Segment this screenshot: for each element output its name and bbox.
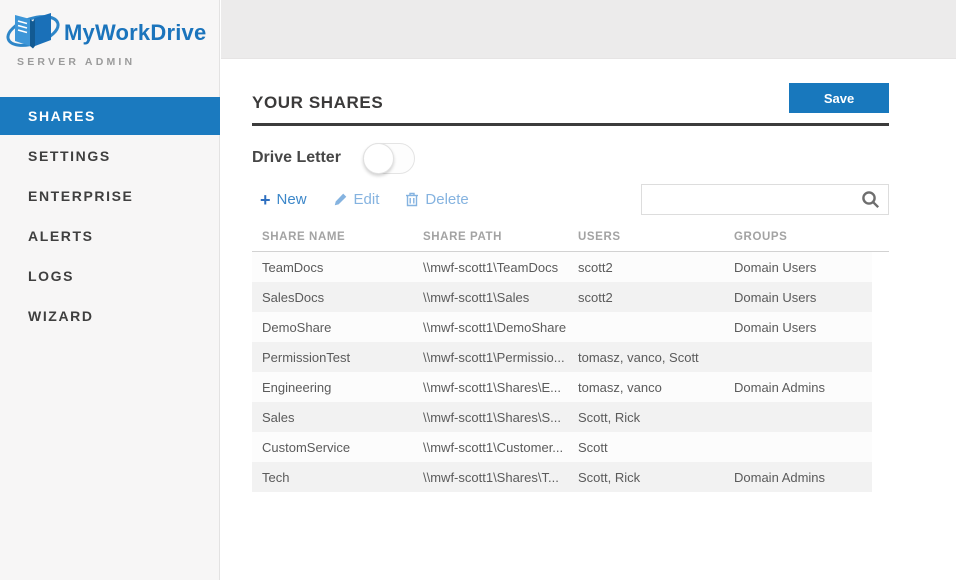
cell-share-path: \\mwf-scott1\DemoShare — [423, 319, 567, 335]
cell-groups: Domain Users — [734, 259, 817, 275]
cell-share-name: Sales — [262, 409, 295, 425]
cell-share-name: Engineering — [262, 379, 332, 395]
sidebar-item-alerts[interactable]: ALERTS — [28, 228, 94, 244]
table-row[interactable]: Sales \\mwf-scott1\Shares\S... Scott, Ri… — [252, 402, 872, 432]
cell-share-name: TeamDocs — [262, 259, 324, 275]
table-row[interactable]: Engineering \\mwf-scott1\Shares\E... tom… — [252, 372, 872, 402]
sidebar-item-shares[interactable]: SHARES — [0, 97, 220, 135]
cell-users: Scott, Rick — [578, 409, 641, 425]
shares-table: SHARE NAME SHARE PATH USERS GROUPS TeamD… — [252, 223, 889, 492]
edit-button[interactable]: Edit — [333, 191, 380, 208]
cell-share-path: \\mwf-scott1\Shares\E... — [423, 379, 561, 395]
page-title: YOUR SHARES — [252, 93, 384, 112]
cell-users: scott2 — [578, 259, 613, 275]
cell-groups: Domain Users — [734, 319, 817, 335]
cell-share-path: \\mwf-scott1\Shares\S... — [423, 409, 561, 425]
column-header-share-name: SHARE NAME — [262, 231, 346, 243]
cell-users: tomasz, vanco — [578, 379, 662, 395]
search-input[interactable] — [641, 184, 889, 215]
cell-users: tomasz, vanco, Scott — [578, 349, 699, 365]
cell-users: Scott — [578, 439, 608, 455]
sidebar: MyWorkDrive SERVER ADMIN SHARES SETTINGS… — [0, 0, 220, 580]
top-bar — [221, 0, 956, 59]
table-toolbar: + New Edit — [252, 184, 889, 215]
sidebar-item-wizard[interactable]: WIZARD — [28, 308, 94, 324]
cell-share-name: CustomService — [262, 439, 351, 455]
save-button[interactable]: Save — [789, 83, 889, 113]
cell-groups: Domain Admins — [734, 469, 826, 485]
drive-letter-toggle[interactable] — [362, 142, 415, 174]
main-content: YOUR SHARES Save Drive Letter + New Edit — [221, 59, 956, 580]
sidebar-item-settings[interactable]: SETTINGS — [28, 148, 111, 164]
cell-share-name: PermissionTest — [262, 349, 351, 365]
delete-button[interactable]: Delete — [405, 191, 469, 208]
page-header: YOUR SHARES Save — [252, 59, 889, 126]
cell-users: scott2 — [578, 289, 613, 305]
table-row[interactable]: CustomService \\mwf-scott1\Customer... S… — [252, 432, 872, 462]
cell-share-path: \\mwf-scott1\Permissio... — [423, 349, 565, 365]
cell-users: Scott, Rick — [578, 469, 641, 485]
new-button-label: New — [276, 191, 307, 208]
brand-name: MyWorkDrive — [64, 20, 207, 45]
toolbar-links: + New Edit — [252, 189, 495, 210]
table-body: TeamDocs \\mwf-scott1\TeamDocs scott2 Do… — [252, 252, 889, 492]
drive-letter-label: Drive Letter — [252, 149, 341, 166]
search-icon[interactable] — [860, 189, 881, 210]
sidebar-nav: SHARES SETTINGS ENTERPRISE ALERTS LOGS W… — [0, 97, 220, 337]
sidebar-item-enterprise[interactable]: ENTERPRISE — [28, 188, 134, 204]
cell-groups: Domain Admins — [734, 379, 826, 395]
pencil-icon — [333, 192, 348, 207]
book-swoosh-icon — [6, 13, 60, 49]
table-row[interactable]: SalesDocs \\mwf-scott1\Sales scott2 Doma… — [252, 282, 872, 312]
cell-share-name: SalesDocs — [262, 289, 325, 305]
sidebar-item-logs[interactable]: LOGS — [28, 268, 75, 284]
table-row[interactable]: PermissionTest \\mwf-scott1\Permissio...… — [252, 342, 872, 372]
cell-share-name: DemoShare — [262, 319, 332, 335]
search-box — [641, 184, 889, 215]
cell-groups: Domain Users — [734, 289, 817, 305]
brand-subtitle: SERVER ADMIN — [17, 56, 136, 68]
delete-button-label: Delete — [425, 191, 469, 208]
cell-share-path: \\mwf-scott1\Customer... — [423, 439, 564, 455]
table-row[interactable]: DemoShare \\mwf-scott1\DemoShare Domain … — [252, 312, 872, 342]
table-row[interactable]: TeamDocs \\mwf-scott1\TeamDocs scott2 Do… — [252, 252, 872, 282]
column-header-users: USERS — [578, 231, 621, 243]
drive-letter-row: Drive Letter — [252, 142, 889, 174]
cell-share-name: Tech — [262, 469, 290, 485]
cell-share-path: \\mwf-scott1\Sales — [423, 289, 530, 305]
brand-logo: MyWorkDrive SERVER ADMIN — [0, 0, 219, 92]
cell-share-path: \\mwf-scott1\Shares\T... — [423, 469, 559, 485]
new-button[interactable]: + New — [260, 189, 307, 210]
toggle-knob — [362, 142, 394, 174]
column-header-groups: GROUPS — [734, 231, 788, 243]
table-row[interactable]: Tech \\mwf-scott1\Shares\T... Scott, Ric… — [252, 462, 872, 492]
table-header-row: SHARE NAME SHARE PATH USERS GROUPS — [252, 223, 889, 252]
column-header-share-path: SHARE PATH — [423, 231, 503, 243]
plus-icon: + — [260, 189, 271, 210]
cell-share-path: \\mwf-scott1\TeamDocs — [423, 259, 559, 275]
trash-icon — [405, 192, 419, 207]
edit-button-label: Edit — [353, 191, 380, 208]
